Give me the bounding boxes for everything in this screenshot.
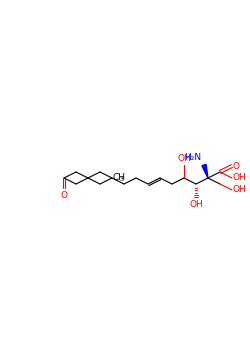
Text: OH: OH xyxy=(233,186,247,195)
Text: OH: OH xyxy=(189,200,203,209)
Text: CH: CH xyxy=(113,174,126,182)
Text: H₂N: H₂N xyxy=(184,153,201,162)
Text: O: O xyxy=(60,191,68,200)
Text: OH: OH xyxy=(233,174,247,182)
Text: OH: OH xyxy=(177,154,191,163)
Text: O: O xyxy=(233,161,240,170)
Polygon shape xyxy=(202,164,208,178)
Text: 3: 3 xyxy=(120,177,124,182)
